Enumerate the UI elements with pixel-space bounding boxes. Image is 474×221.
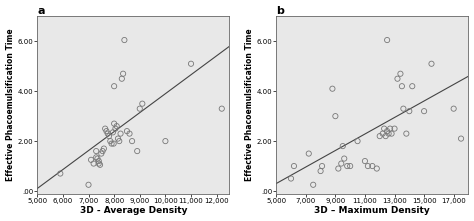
Point [409,84,416,88]
Point [108,142,115,145]
Point [95,159,102,163]
Point [290,164,298,168]
Point [105,134,113,138]
Y-axis label: Effective Phacoemulsification Time: Effective Phacoemulsification Time [245,29,254,181]
Point [402,132,410,135]
Point [364,164,372,168]
Point [136,107,144,110]
Point [87,158,95,162]
Point [380,127,388,130]
Point [98,152,105,155]
Point [354,139,361,143]
Point [346,164,354,168]
Point [133,149,141,153]
X-axis label: 3D – Maximum Density: 3D – Maximum Density [314,206,430,215]
Point [310,183,317,187]
Point [343,164,351,168]
Point [187,62,195,65]
Point [100,147,108,150]
Point [123,129,131,133]
Point [117,132,124,135]
Point [317,169,324,173]
Point [218,107,226,110]
Point [110,122,118,125]
Point [110,142,118,145]
Point [109,131,117,134]
Point [450,107,457,110]
Point [383,129,391,133]
Point [92,149,100,153]
X-axis label: 3D - Average Density: 3D - Average Density [80,206,187,215]
Point [103,129,110,133]
Point [373,167,381,170]
Point [111,127,119,130]
Point [382,134,390,138]
Point [391,127,398,130]
Point [94,157,101,160]
Point [361,159,369,163]
Point [128,139,136,143]
Point [369,164,376,168]
Point [56,172,64,175]
Point [92,156,100,159]
Point [394,77,401,80]
Point [420,109,428,113]
Point [383,38,391,42]
Point [99,149,106,153]
Text: a: a [37,6,45,15]
Point [101,127,109,130]
Point [388,132,395,135]
Point [114,137,122,140]
Point [116,139,123,143]
Text: b: b [276,6,284,15]
Point [379,132,386,135]
Point [328,87,336,90]
Point [85,183,92,187]
Point [110,84,118,88]
Point [104,132,111,135]
Point [428,62,435,65]
Point [287,177,295,180]
Point [406,109,413,113]
Point [335,167,342,170]
Point [90,162,98,165]
Point [337,162,345,165]
Point [457,137,465,140]
Point [376,134,383,138]
Point [397,72,404,76]
Point [398,84,406,88]
Point [339,144,346,148]
Point [340,157,348,160]
Point [118,77,126,80]
Point [162,139,169,143]
Point [95,162,102,165]
Point [305,152,312,155]
Point [120,38,128,42]
Point [385,132,392,135]
Point [318,164,326,168]
Point [386,127,394,130]
Point [126,132,133,135]
Point [332,114,339,118]
Point [400,107,407,110]
Point [113,124,120,128]
Point [119,72,127,76]
Point [138,102,146,105]
Y-axis label: Effective Phacoemulsification Time: Effective Phacoemulsification Time [6,29,15,181]
Point [96,163,104,167]
Point [107,139,114,143]
